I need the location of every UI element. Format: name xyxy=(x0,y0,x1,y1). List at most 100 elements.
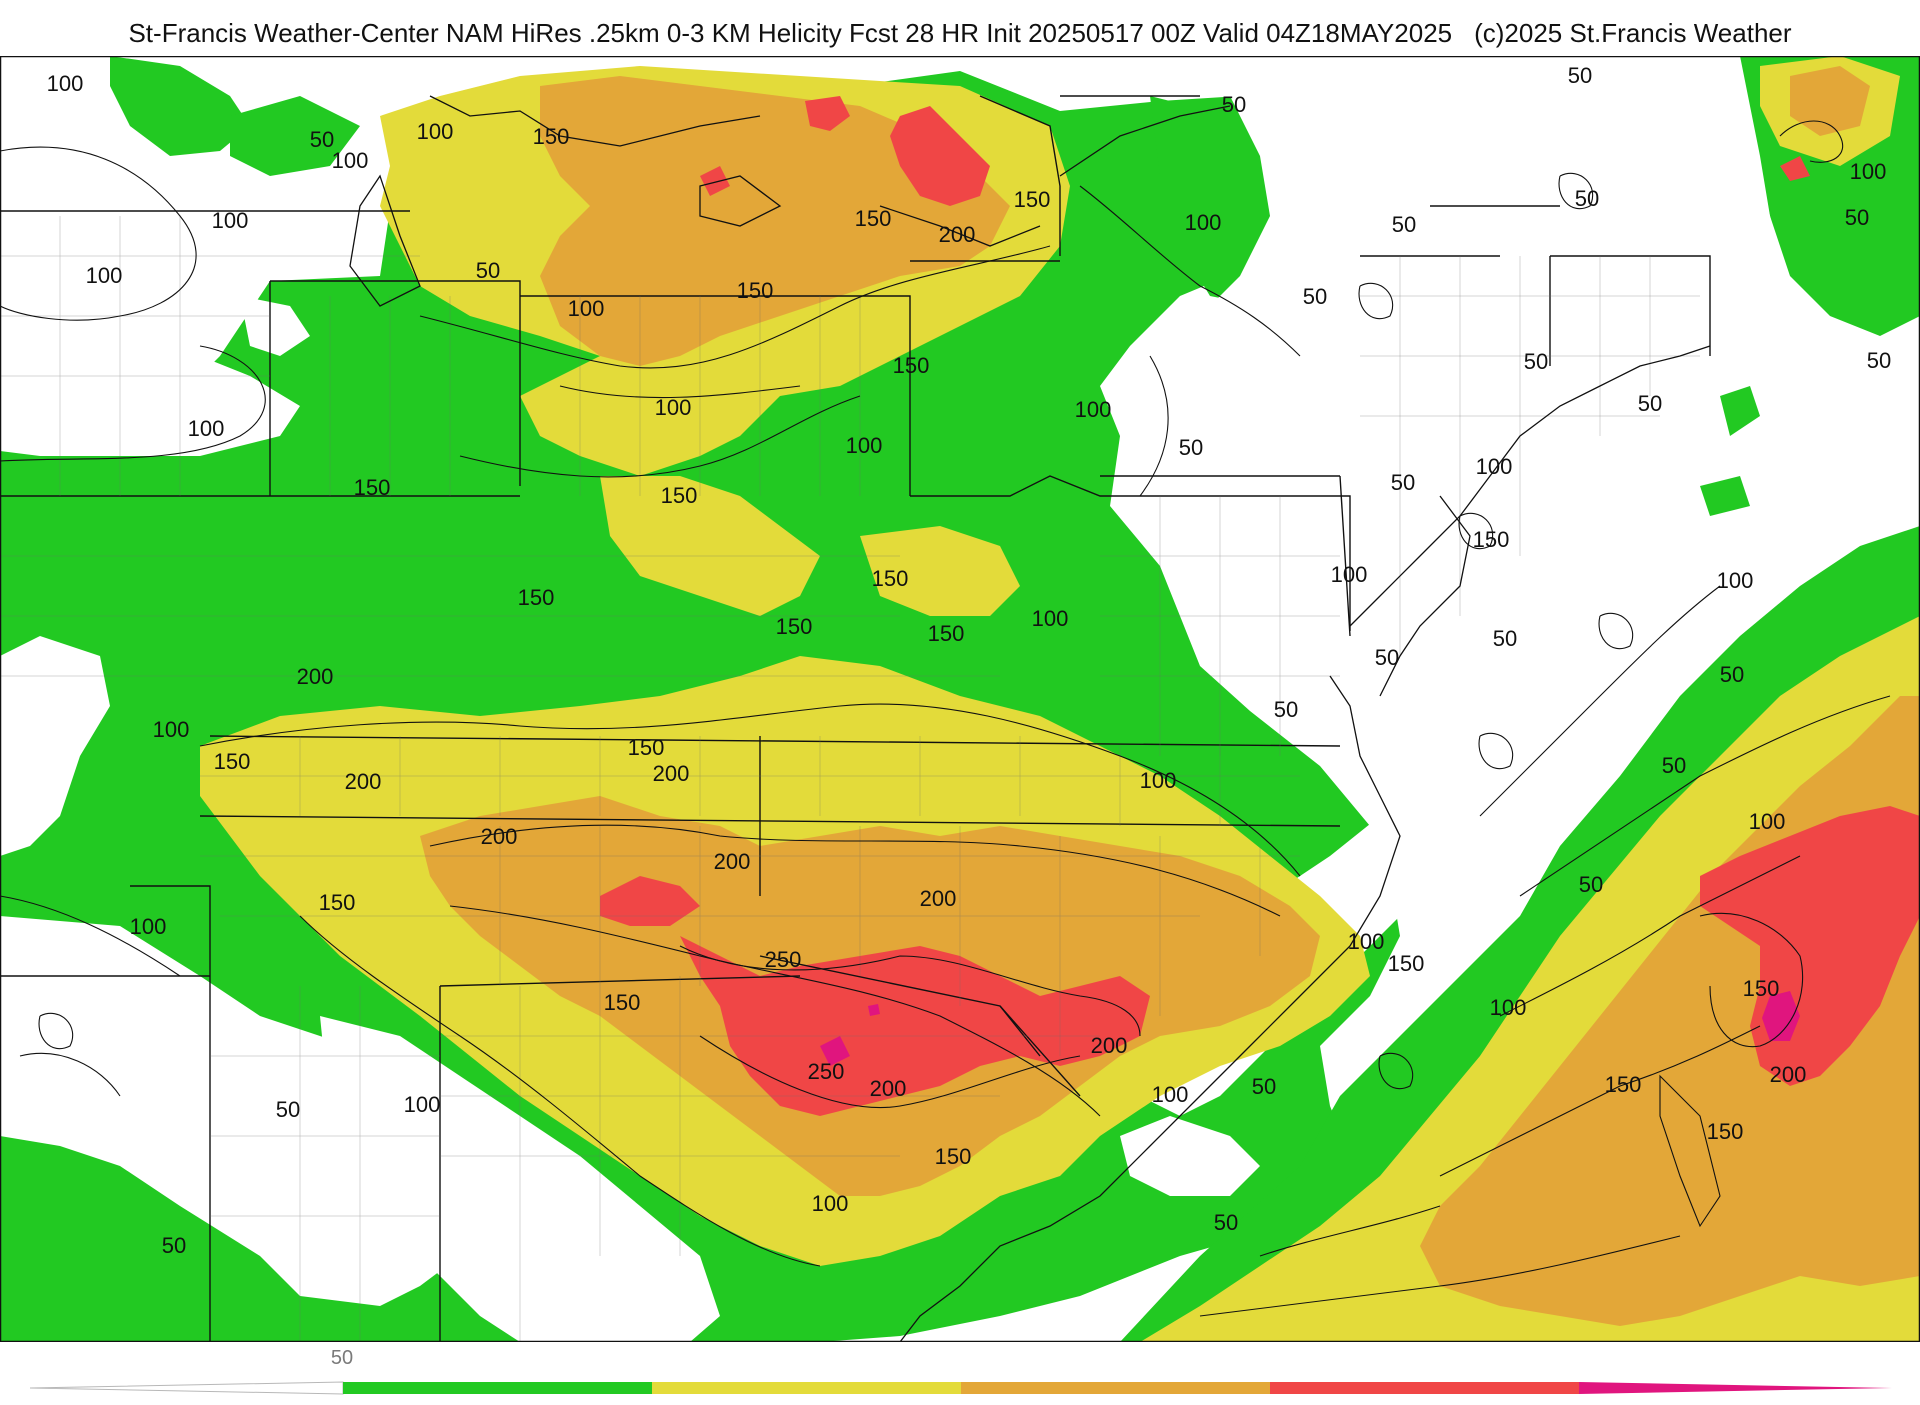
contour-label: 150 xyxy=(214,749,251,774)
contour-label: 150 xyxy=(1605,1072,1642,1097)
contour-label: 50 xyxy=(1867,348,1891,373)
contour-label: 150 xyxy=(661,483,698,508)
contour-label: 100 xyxy=(1749,809,1786,834)
contour-label: 100 xyxy=(1490,995,1527,1020)
contour-label: 150 xyxy=(935,1144,972,1169)
contour-label: 150 xyxy=(518,585,555,610)
contour-label: 100 xyxy=(332,148,369,173)
contour-label: 150 xyxy=(1707,1119,1744,1144)
copyright-text: (c)2025 St.Francis Weather xyxy=(1474,18,1792,48)
contour-label: 50 xyxy=(1524,349,1548,374)
contour-label: 150 xyxy=(533,124,570,149)
contour-label: 200 xyxy=(345,769,382,794)
contour-label: 100 xyxy=(812,1191,849,1216)
contour-label: 200 xyxy=(653,761,690,786)
county-boundaries xyxy=(0,216,1700,1342)
contour-label: 100 xyxy=(1075,397,1112,422)
contour-label: 50 xyxy=(1252,1074,1276,1099)
contour-label: 50 xyxy=(1222,92,1246,117)
contour-label: 100 xyxy=(1850,159,1887,184)
contour-label: 50 xyxy=(162,1233,186,1258)
contour-label: 50 xyxy=(1579,872,1603,897)
legend-white-wedge xyxy=(29,1381,344,1395)
contour-label: 100 xyxy=(1717,568,1754,593)
color-legend: 50 xyxy=(0,1342,1920,1400)
contour-label: 100 xyxy=(417,119,454,144)
contour-label: 50 xyxy=(1179,435,1203,460)
contour-label: 50 xyxy=(1214,1210,1238,1235)
legend-band-150 xyxy=(652,1382,961,1394)
contour-label: 150 xyxy=(1388,951,1425,976)
contour-label: 100 xyxy=(188,416,225,441)
contour-label: 50 xyxy=(1662,753,1686,778)
contour-label: 150 xyxy=(872,566,909,591)
contour-label: 50 xyxy=(1274,697,1298,722)
contour-label: 150 xyxy=(354,475,391,500)
contour-label: 150 xyxy=(928,621,965,646)
contour-label: 200 xyxy=(1770,1062,1807,1087)
contour-label: 100 xyxy=(1032,606,1069,631)
contour-label: 50 xyxy=(1392,212,1416,237)
contour-labels: 100 50 100 100 100 100 150 50 100 100 50… xyxy=(47,63,1892,1258)
contour-label: 50 xyxy=(1493,626,1517,651)
contour-label: 150 xyxy=(776,614,813,639)
contour-label: 150 xyxy=(319,890,356,915)
contour-label: 250 xyxy=(765,947,802,972)
contour-label: 200 xyxy=(714,849,751,874)
contour-label: 50 xyxy=(1720,662,1744,687)
contour-label: 100 xyxy=(568,296,605,321)
coastlines xyxy=(349,95,1711,1342)
contour-label: 200 xyxy=(1091,1033,1128,1058)
fill-band-250 xyxy=(600,96,1920,1116)
contour-label: 150 xyxy=(604,990,641,1015)
legend-band-300 xyxy=(1579,1382,1892,1394)
contour-label: 100 xyxy=(1476,454,1513,479)
contour-label: 100 xyxy=(846,433,883,458)
helicity-map: 100 50 100 100 100 100 150 50 100 100 50… xyxy=(0,56,1920,1342)
contour-label: 200 xyxy=(297,664,334,689)
contour-label: 150 xyxy=(628,735,665,760)
contour-label: 100 xyxy=(130,914,167,939)
contour-label: 200 xyxy=(870,1076,907,1101)
fill-band-300 xyxy=(820,991,1800,1066)
contour-label: 200 xyxy=(920,886,957,911)
map-title: St-Francis Weather-Center NAM HiRes .25k… xyxy=(0,0,1920,56)
contour-label: 100 xyxy=(1140,768,1177,793)
contour-label: 50 xyxy=(1391,470,1415,495)
state-boundaries xyxy=(0,95,1711,1342)
contour-label: 100 xyxy=(47,71,84,96)
contour-label: 200 xyxy=(481,824,518,849)
contour-label: 50 xyxy=(310,127,334,152)
contour-label: 100 xyxy=(1152,1082,1189,1107)
contour-label: 150 xyxy=(893,353,930,378)
legend-band-250 xyxy=(1270,1382,1579,1394)
contour-label: 100 xyxy=(86,263,123,288)
contour-label: 150 xyxy=(1743,976,1780,1001)
contour-label: 100 xyxy=(1348,929,1385,954)
contour-label: 50 xyxy=(276,1097,300,1122)
contour-label: 100 xyxy=(1331,562,1368,587)
contour-label: 50 xyxy=(476,258,500,283)
contour-label: 50 xyxy=(1638,391,1662,416)
contour-label: 150 xyxy=(1473,527,1510,552)
contour-label: 100 xyxy=(212,208,249,233)
contour-label: 50 xyxy=(1375,645,1399,670)
legend-label: 50 xyxy=(331,1347,353,1369)
contour-label: 100 xyxy=(404,1092,441,1117)
contour-label: 50 xyxy=(1303,284,1327,309)
contour-label: 250 xyxy=(808,1059,845,1084)
contour-label: 150 xyxy=(855,206,892,231)
contour-label: 150 xyxy=(1014,187,1051,212)
contour-label: 200 xyxy=(939,222,976,247)
contour-label: 100 xyxy=(655,395,692,420)
helicity-contours xyxy=(0,120,1891,1317)
title-text: St-Francis Weather-Center NAM HiRes .25k… xyxy=(128,18,1453,48)
contour-label: 150 xyxy=(737,278,774,303)
contour-label: 50 xyxy=(1575,186,1599,211)
contour-label: 50 xyxy=(1845,205,1869,230)
legend-band-50 xyxy=(343,1382,652,1394)
contour-label: 100 xyxy=(1185,210,1222,235)
legend-band-200 xyxy=(961,1382,1270,1394)
contour-label: 50 xyxy=(1568,63,1592,88)
contour-label: 100 xyxy=(153,717,190,742)
